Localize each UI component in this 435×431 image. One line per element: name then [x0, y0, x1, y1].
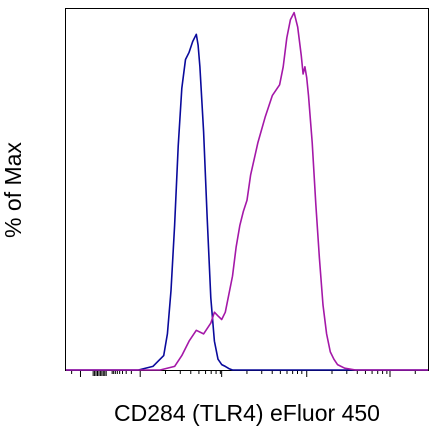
- y-axis-label: % of Max: [0, 142, 26, 238]
- histogram-series-1: [66, 33, 428, 371]
- histogram-series-2: [66, 11, 428, 371]
- x-axis-ticks: [71, 370, 416, 377]
- x-axis-label: CD284 (TLR4) eFluor 450: [114, 400, 380, 426]
- plot-frame: [65, 8, 429, 371]
- series-layer: [66, 11, 428, 371]
